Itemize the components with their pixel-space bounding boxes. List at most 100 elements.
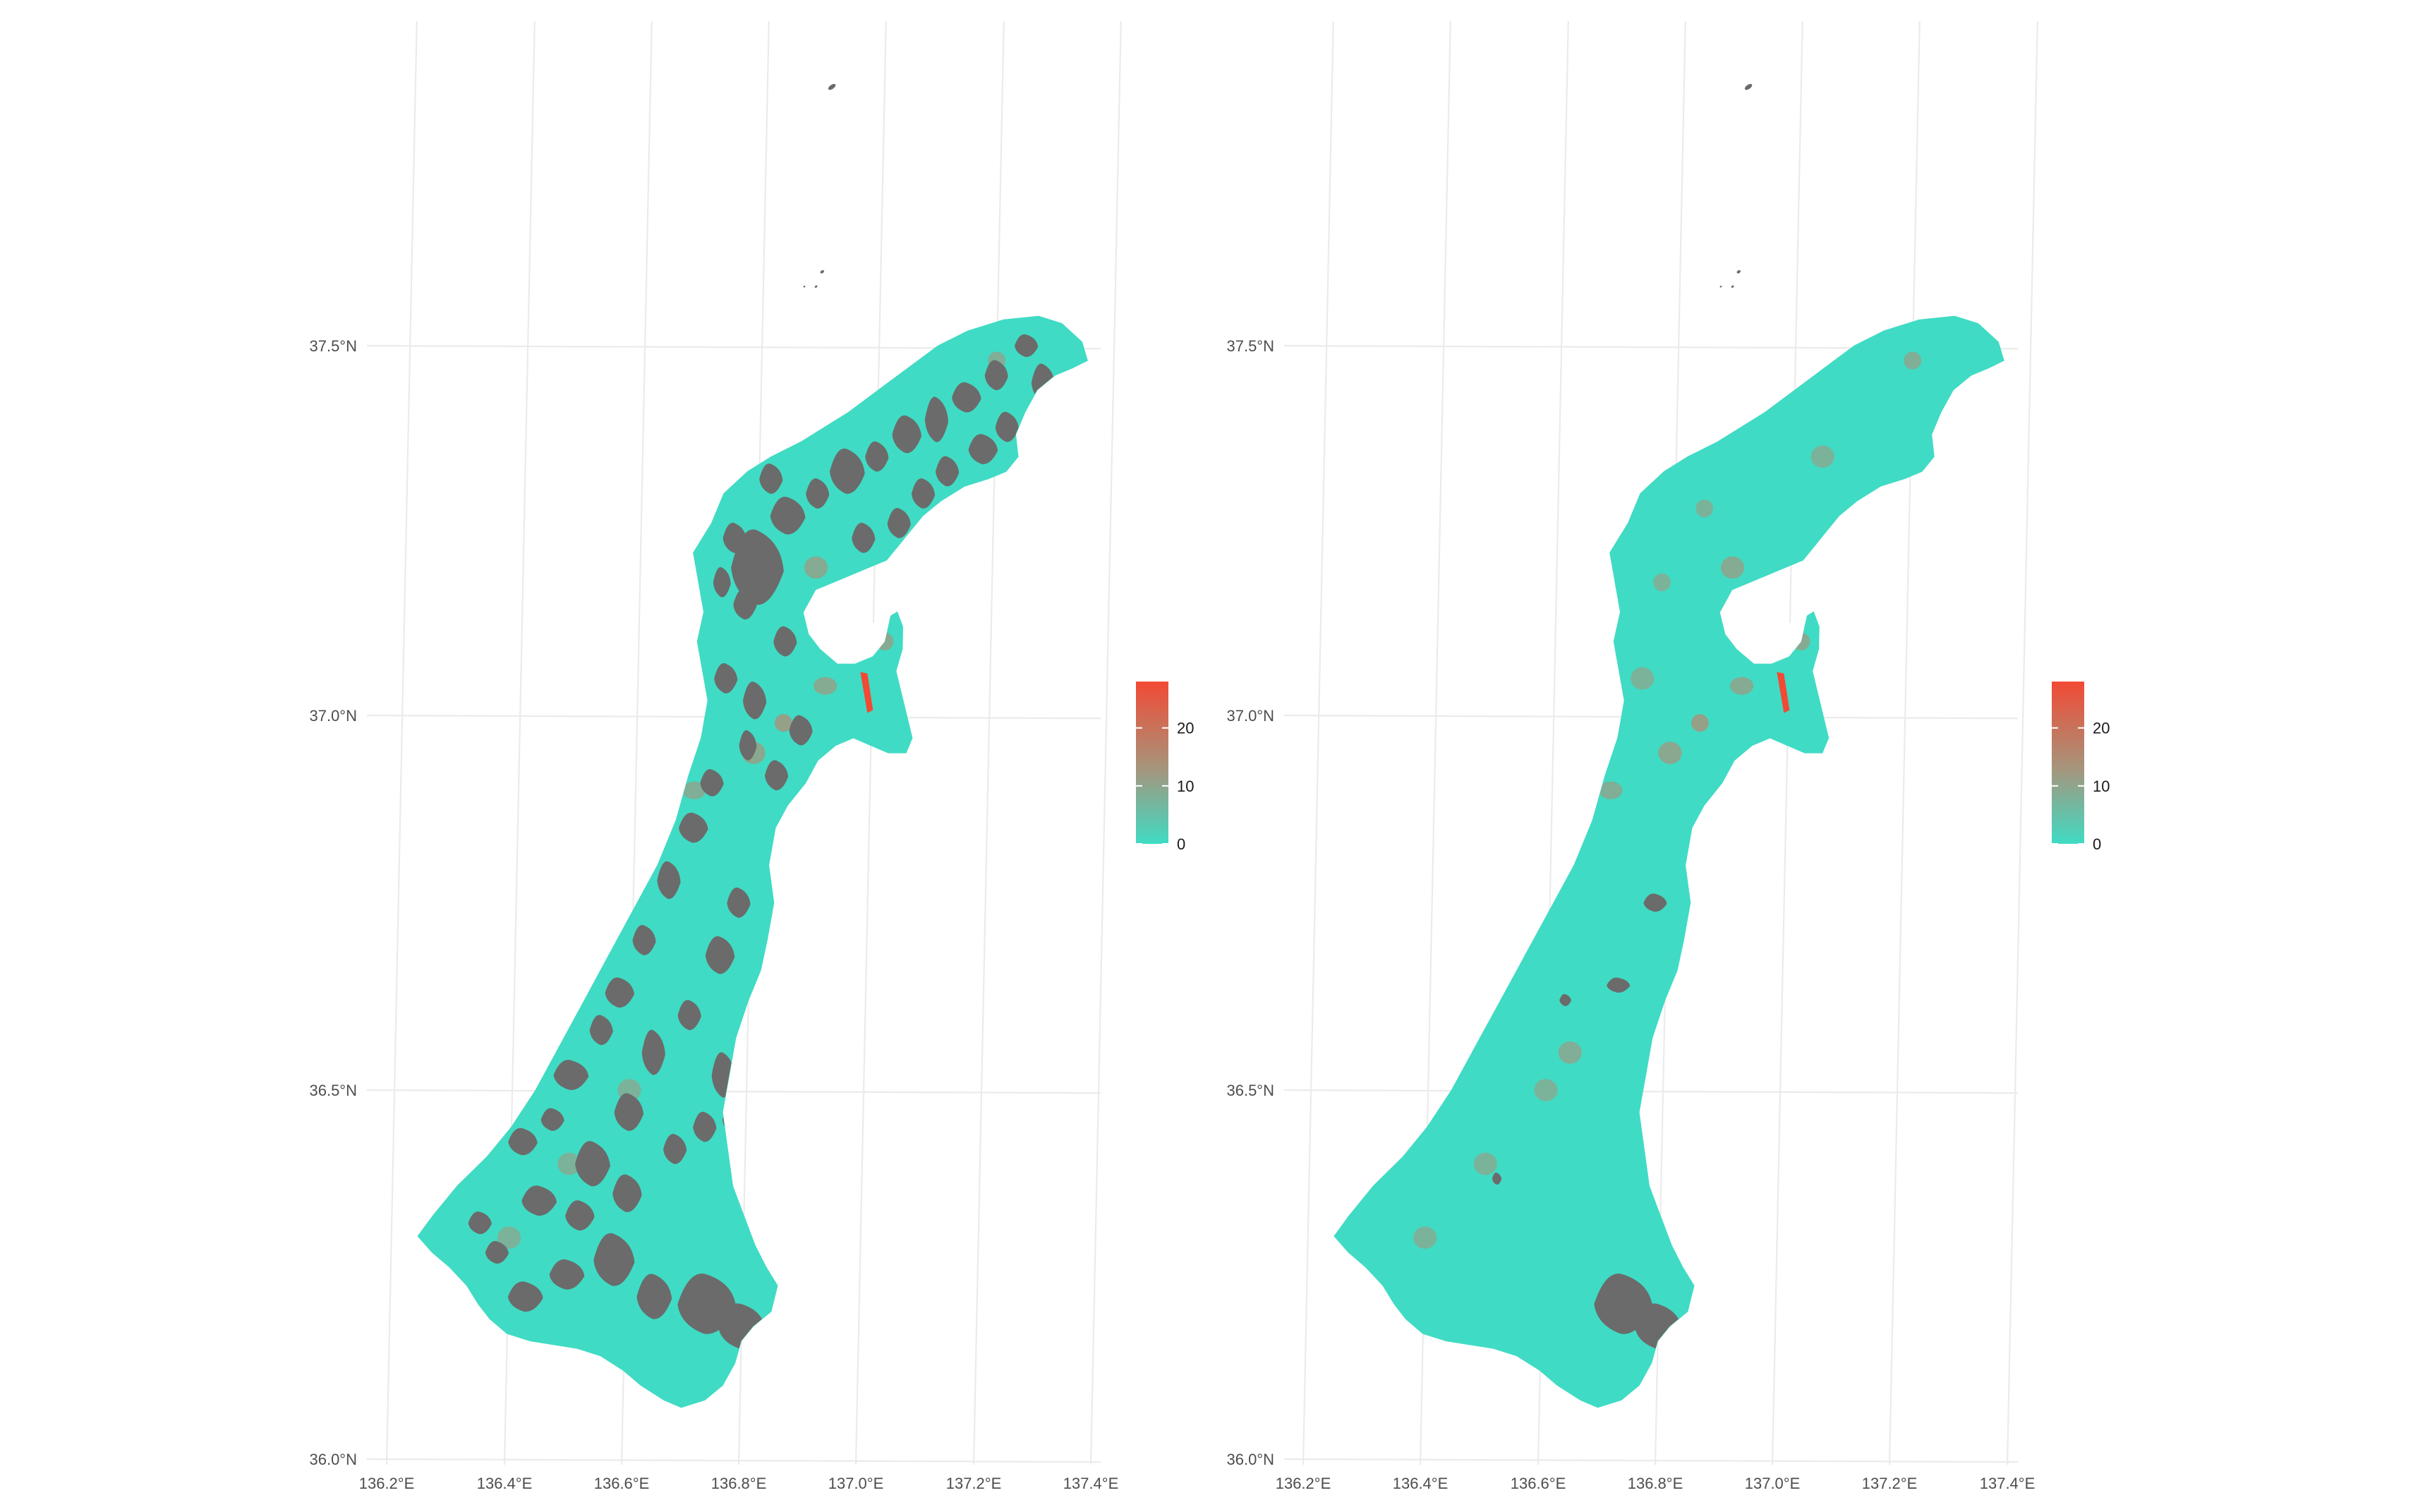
land-left: [417, 83, 1088, 1408]
area-cell-missing: [663, 1134, 687, 1164]
lon-tick-label: 137.0°E: [828, 1475, 884, 1492]
nanao-bay: [803, 612, 892, 664]
area-cell-missing: [679, 812, 708, 843]
lon-tick-label: 137.4°E: [1063, 1475, 1119, 1492]
lat-tick-label: 36.0°N: [1226, 1451, 1274, 1468]
island: [828, 83, 836, 90]
area-cell-missing: [722, 1104, 746, 1135]
area-cell-missing: [508, 1127, 538, 1156]
area-cell-missing: [759, 464, 783, 494]
area-cell-missing: [1559, 993, 1571, 1007]
area-cell-missing: [773, 626, 797, 657]
area-cell-missing: [924, 397, 949, 442]
area-cell-missing: [770, 497, 806, 535]
area-cell-missing: [713, 567, 731, 598]
area-cell-missing: [731, 529, 784, 605]
graticule-lon-line: [1888, 20, 1921, 1465]
area-cell-missing: [935, 456, 960, 487]
area-cell-missing: [593, 1233, 635, 1286]
area-cell-mid: [1904, 351, 1922, 370]
area-cell-missing: [968, 434, 998, 464]
area-cell-missing: [727, 887, 751, 918]
area-cell-missing: [575, 1141, 610, 1187]
land-right: [1334, 83, 2004, 1408]
area-cell-missing: [657, 861, 681, 900]
area-cell-mid: [1599, 781, 1623, 799]
lat-tick-label: 36.5°N: [309, 1082, 357, 1099]
lon-tick-label: 136.2°E: [1276, 1475, 1331, 1492]
area-cell-missing: [1607, 977, 1631, 993]
area-cell-mid: [497, 1226, 521, 1249]
area-cell-missing: [677, 1000, 701, 1030]
area-cell-missing: [742, 682, 767, 720]
island: [814, 285, 818, 288]
area-cell-missing: [614, 1093, 644, 1131]
lat-tick-label: 37.0°N: [1226, 707, 1274, 725]
area-cell-missing: [565, 1200, 595, 1231]
legend-label: 20: [2093, 720, 2110, 737]
area-cell-mid: [832, 766, 850, 785]
area-cell-missing: [1643, 893, 1667, 912]
area-cell-missing: [789, 715, 813, 746]
lon-tick-label: 137.0°E: [1745, 1475, 1801, 1492]
lon-tick-label: 136.8°E: [711, 1475, 767, 1492]
area-cell-mid: [1720, 556, 1745, 579]
area-cell-mid: [557, 1152, 581, 1175]
graticule-lat-line: [366, 1458, 1101, 1463]
lon-tick-label: 136.4°E: [477, 1475, 533, 1492]
area-cell-mid: [682, 781, 706, 799]
island: [820, 270, 825, 274]
graticule-lat-line: [1283, 1458, 2019, 1463]
area-cell-missing: [952, 382, 981, 413]
area-cell-missing: [1015, 334, 1039, 357]
lon-tick-label: 136.6°E: [1511, 1475, 1566, 1492]
lon-tick-label: 136.4°E: [1393, 1475, 1449, 1492]
area-cell-missing: [911, 478, 936, 509]
lon-tick-label: 136.6°E: [594, 1475, 650, 1492]
area-cell-missing: [612, 1174, 642, 1212]
area-cell-high: [860, 672, 873, 713]
lat-axis-right: 36.0°N 36.5°N 37.0°N 37.5°N: [1226, 337, 1274, 1468]
lat-tick-label: 36.0°N: [309, 1451, 357, 1468]
graticule-lat-line: [1283, 1089, 2019, 1094]
area-cell-missing: [995, 411, 1019, 442]
area-cell-missing: [829, 448, 865, 494]
area-cell-missing: [887, 507, 911, 538]
graticule-lon-line: [972, 20, 1005, 1465]
graticule-lon-line: [1302, 20, 1334, 1465]
island: [1736, 270, 1741, 274]
area-cell-mid: [775, 714, 792, 732]
area-cell-mid: [1748, 766, 1767, 785]
area-cell-missing: [984, 360, 1008, 391]
legend-label: 10: [2093, 778, 2110, 795]
area-cell-missing: [1492, 1172, 1502, 1185]
lon-tick-label: 137.4°E: [1980, 1475, 2036, 1492]
area-cell-mid: [804, 556, 828, 579]
area-cell-high: [1777, 672, 1790, 713]
island: [803, 285, 806, 288]
area-cell-mid: [1631, 667, 1655, 690]
area-cell-missing: [485, 1240, 509, 1264]
lat-tick-label: 37.0°N: [309, 707, 357, 725]
island: [1731, 285, 1734, 288]
legend-label: 20: [1177, 720, 1194, 737]
area-cell-mid: [1413, 1226, 1437, 1249]
area-cell-mid: [1810, 445, 1834, 468]
lat-axis-left: 36.0°N 36.5°N 37.0°N 37.5°N: [309, 337, 357, 1468]
area-cell-missing: [865, 441, 889, 472]
graticule-lon-line: [385, 20, 418, 1465]
area-cell-missing: [632, 925, 656, 955]
area-cell-missing: [714, 663, 738, 694]
area-cell-mid: [1653, 573, 1671, 592]
lon-axis-right: 136.2°E 136.4°E 136.6°E 136.8°E 137.0°E 137.2…: [1276, 1475, 2036, 1492]
map-panel-left: 136.2°E 136.4°E 136.6°E 136.8°E 137.0°E 137.2…: [309, 20, 1194, 1492]
graticule-lat-line: [366, 1089, 1101, 1094]
area-cell-missing: [739, 730, 757, 761]
legend-colorbar: [1136, 682, 1168, 844]
lon-tick-label: 136.8°E: [1628, 1475, 1683, 1492]
area-cell-mid: [1658, 742, 1682, 764]
area-cell-mid: [1730, 677, 1754, 695]
lon-tick-label: 136.2°E: [359, 1475, 415, 1492]
area-cell-missing: [589, 1015, 613, 1046]
